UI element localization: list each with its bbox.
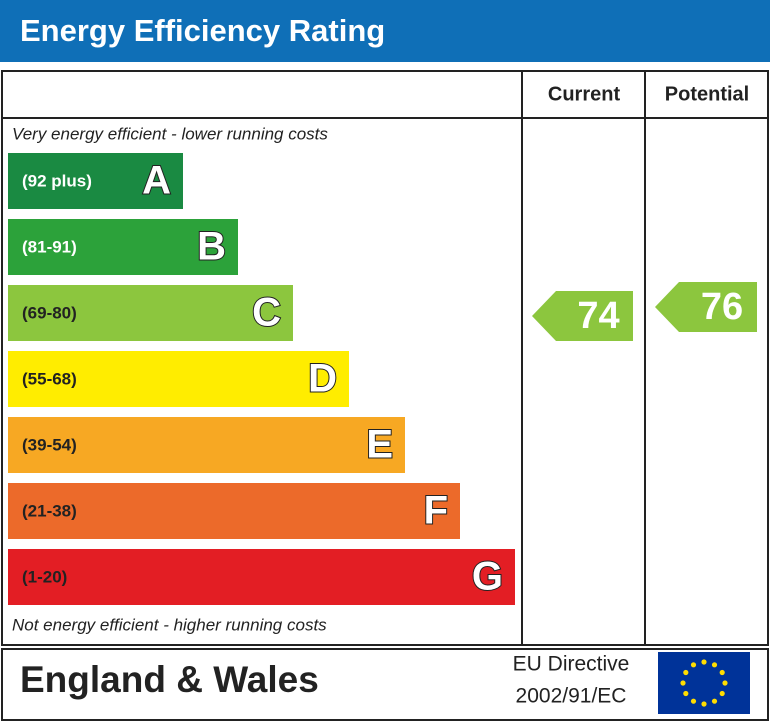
band-range: (21-38) — [22, 501, 77, 520]
title: Energy Efficiency Rating — [20, 13, 385, 48]
star — [701, 659, 707, 665]
rating-band — [8, 483, 460, 539]
directive: 2002/91/EC — [516, 685, 627, 708]
top-note: Very energy efficient - lower running co… — [12, 124, 328, 143]
title-bar — [0, 0, 770, 62]
star — [683, 690, 689, 697]
rating-arrow — [532, 291, 633, 341]
star — [719, 690, 725, 697]
star — [690, 698, 697, 704]
column-header: Potential — [665, 83, 749, 105]
rating-value: 76 — [701, 286, 743, 328]
star — [711, 662, 718, 668]
rating-value: 74 — [577, 295, 619, 337]
band-range: (55-68) — [22, 369, 77, 388]
column-header: Current — [548, 83, 621, 105]
band-letter: B — [197, 225, 226, 269]
band-letter: C — [252, 291, 281, 335]
rating-arrow — [655, 282, 757, 332]
bottom-note: Not energy efficient - higher running co… — [12, 615, 327, 634]
rating-band — [8, 351, 349, 407]
band-letter: F — [424, 489, 448, 533]
star — [722, 680, 728, 686]
band-range: (92 plus) — [22, 171, 92, 190]
footer-frame — [1, 648, 769, 721]
rating-band — [8, 549, 515, 605]
main-frame — [1, 70, 769, 646]
band-letter: E — [366, 423, 393, 467]
rating-band — [8, 219, 238, 275]
band-letter: A — [142, 159, 171, 203]
rating-band — [8, 153, 183, 209]
rating-band — [8, 417, 405, 473]
directive: EU Directive — [513, 653, 630, 676]
star — [680, 680, 686, 686]
star — [690, 662, 697, 668]
eu-stars — [680, 659, 728, 707]
band-range: (1-20) — [22, 567, 67, 586]
star — [719, 669, 725, 676]
band-range: (39-54) — [22, 435, 77, 454]
band-range: (69-80) — [22, 303, 77, 322]
band-range: (81-91) — [22, 237, 77, 256]
rating-band — [8, 285, 293, 341]
band-letter: G — [472, 555, 503, 599]
star — [683, 669, 689, 676]
star — [701, 701, 707, 707]
star — [711, 698, 718, 704]
band-letter: D — [308, 357, 337, 401]
region: England & Wales — [20, 659, 319, 700]
